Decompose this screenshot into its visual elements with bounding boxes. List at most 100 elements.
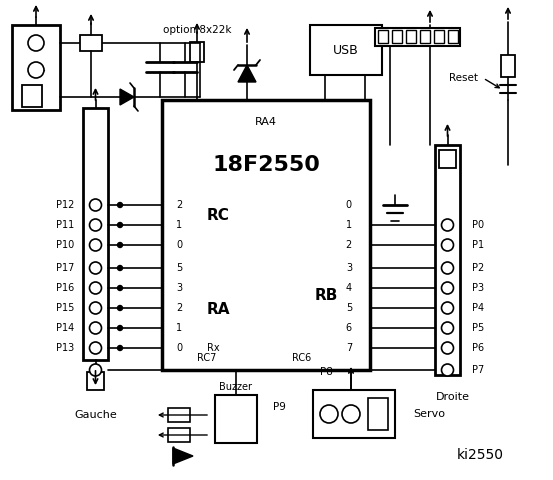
Text: 1: 1 [176, 220, 182, 230]
Text: P7: P7 [472, 365, 484, 375]
Text: Gauche: Gauche [74, 410, 117, 420]
Circle shape [90, 342, 102, 354]
Text: 1: 1 [176, 323, 182, 333]
Circle shape [441, 364, 453, 376]
Text: Reset: Reset [449, 73, 478, 83]
Text: RA: RA [207, 302, 231, 317]
Bar [406, 30, 416, 43]
Circle shape [441, 342, 453, 354]
Text: Buzzer: Buzzer [220, 382, 253, 392]
Bar [392, 30, 402, 43]
Circle shape [441, 219, 453, 231]
Circle shape [117, 305, 123, 311]
Bar [375, 28, 460, 46]
Bar [501, 55, 515, 77]
Bar [83, 108, 108, 360]
Circle shape [441, 262, 453, 274]
Bar [80, 35, 102, 51]
Circle shape [117, 286, 123, 290]
Text: 5: 5 [346, 303, 352, 313]
Bar [435, 145, 460, 375]
Text: RA4: RA4 [255, 117, 277, 127]
Bar [215, 395, 257, 443]
Circle shape [90, 322, 102, 334]
Text: 5: 5 [176, 263, 182, 273]
Circle shape [28, 35, 44, 51]
Text: P16: P16 [56, 283, 74, 293]
Text: 6: 6 [346, 323, 352, 333]
Circle shape [90, 364, 102, 376]
Circle shape [441, 239, 453, 251]
Text: 0: 0 [346, 200, 352, 210]
Circle shape [117, 203, 123, 207]
Bar [378, 30, 388, 43]
Circle shape [441, 302, 453, 314]
Bar [162, 100, 370, 370]
Text: option 8x22k: option 8x22k [163, 25, 231, 35]
Bar [310, 25, 382, 75]
Text: ki2550: ki2550 [456, 448, 503, 462]
Text: 2: 2 [346, 240, 352, 250]
Bar [313, 390, 395, 438]
Text: P17: P17 [56, 263, 74, 273]
Text: 2: 2 [176, 200, 182, 210]
Text: RC: RC [207, 207, 230, 223]
Text: P14: P14 [56, 323, 74, 333]
Circle shape [117, 242, 123, 248]
Bar [168, 408, 190, 422]
Bar [434, 30, 444, 43]
Circle shape [441, 282, 453, 294]
Text: RC7: RC7 [197, 353, 216, 363]
Polygon shape [120, 89, 134, 105]
Text: Servo: Servo [413, 409, 445, 419]
Text: 3: 3 [346, 263, 352, 273]
Bar [168, 428, 190, 442]
Circle shape [90, 302, 102, 314]
Text: P6: P6 [472, 343, 484, 353]
Text: RB: RB [315, 288, 338, 302]
Circle shape [320, 405, 338, 423]
Circle shape [90, 262, 102, 274]
Circle shape [90, 199, 102, 211]
Text: P10: P10 [56, 240, 74, 250]
Bar [190, 42, 204, 62]
Text: 0: 0 [176, 240, 182, 250]
Text: P9: P9 [273, 402, 285, 412]
Text: P13: P13 [56, 343, 74, 353]
Bar [87, 372, 104, 390]
Text: P3: P3 [472, 283, 484, 293]
Text: 0: 0 [176, 343, 182, 353]
Circle shape [117, 265, 123, 271]
Circle shape [90, 219, 102, 231]
Text: USB: USB [333, 44, 359, 57]
Text: P1: P1 [472, 240, 484, 250]
Bar [22, 85, 42, 107]
Polygon shape [173, 448, 193, 464]
Text: P8: P8 [320, 367, 332, 377]
Bar [420, 30, 430, 43]
Text: Rx: Rx [207, 343, 220, 353]
Text: P2: P2 [472, 263, 484, 273]
Text: 3: 3 [176, 283, 182, 293]
Circle shape [117, 346, 123, 350]
Text: Droite: Droite [436, 392, 469, 402]
Circle shape [90, 239, 102, 251]
Text: 2: 2 [176, 303, 182, 313]
Text: P0: P0 [472, 220, 484, 230]
Text: P4: P4 [472, 303, 484, 313]
Bar [12, 25, 60, 110]
Text: P11: P11 [56, 220, 74, 230]
Bar [439, 150, 456, 168]
Text: 1: 1 [346, 220, 352, 230]
Circle shape [342, 405, 360, 423]
Circle shape [117, 325, 123, 331]
Circle shape [28, 62, 44, 78]
Bar [368, 398, 388, 430]
Bar [448, 30, 458, 43]
Text: RC6: RC6 [292, 353, 311, 363]
Text: P5: P5 [472, 323, 484, 333]
Text: 18F2550: 18F2550 [212, 155, 320, 175]
Circle shape [441, 322, 453, 334]
Text: P12: P12 [56, 200, 74, 210]
Circle shape [90, 282, 102, 294]
